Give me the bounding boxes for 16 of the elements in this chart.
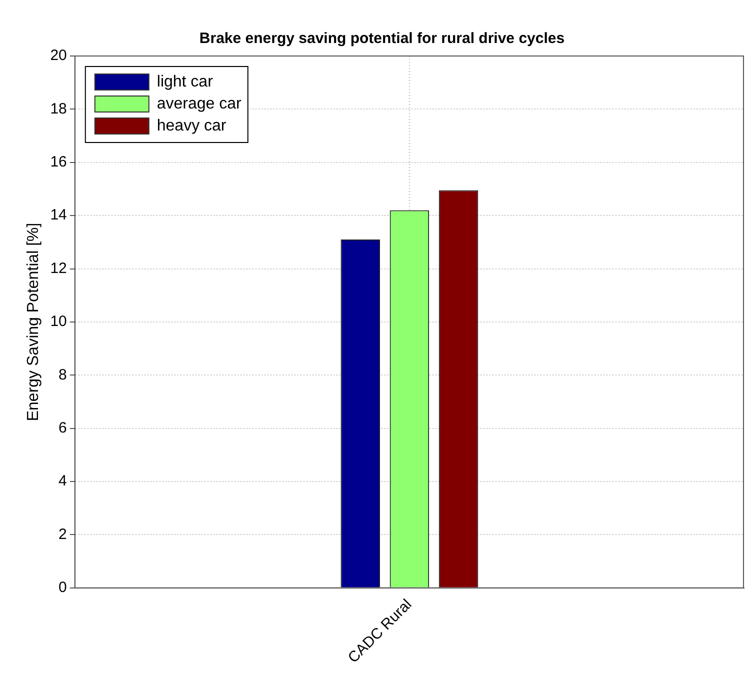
y-tick-label: 4 [58,472,67,490]
y-tick-label: 14 [50,206,67,224]
y-tick-label: 6 [58,419,67,436]
y-axis-title: Energy Saving Potential [%] [25,222,42,422]
y-tick-label: 20 [50,47,67,64]
legend-label: light car [156,73,214,90]
y-tick-label: 0 [58,579,67,596]
y-tick-label: 12 [50,260,67,277]
chart-title: Brake energy saving potential for rural drive cycles [199,30,565,48]
y-tick-label: 10 [50,313,67,330]
y-tick-label: 16 [50,154,67,171]
y-tick-label: 8 [58,366,67,384]
y-tick-label: 18 [50,100,67,118]
legend-label: heavy car [156,117,227,134]
legend-label: average car [156,95,242,112]
y-tick-label: 2 [58,526,67,543]
